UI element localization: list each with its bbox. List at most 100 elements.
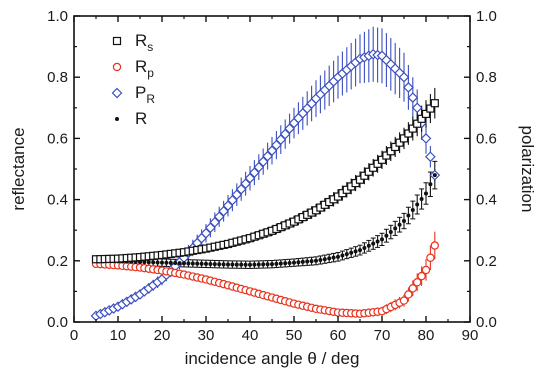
data-point-R: [146, 260, 151, 265]
legend-entry-Rp: Rp: [112, 57, 154, 80]
legend-entry-Rs: Rs: [112, 31, 153, 54]
data-point-R: [230, 262, 235, 267]
y2-tick-label: 0.4: [476, 192, 497, 209]
data-point-R: [265, 262, 270, 267]
data-point-Rp: [404, 290, 413, 299]
data-point-R: [151, 260, 156, 265]
x-tick-label: 70: [374, 327, 391, 344]
data-point-R: [362, 245, 367, 250]
y-tick-label: 0.2: [47, 253, 68, 270]
data-point-R: [239, 262, 244, 267]
legend-main-PR: P: [135, 83, 146, 102]
data-point-PR: [249, 167, 260, 179]
data-point-R: [428, 182, 433, 187]
x-tick-label: 0: [70, 327, 78, 344]
data-point-R: [274, 261, 279, 266]
data-point-PR: [403, 82, 414, 93]
legend-label-PR: PR: [135, 83, 155, 106]
data-point-Rs: [377, 155, 387, 164]
data-point-PR: [227, 194, 238, 206]
data-point-PR: [244, 172, 256, 184]
legend-entry-R: R: [115, 109, 147, 128]
y-axis-right-title: polarization: [518, 126, 535, 213]
plot-frame: [73, 15, 471, 323]
legend-sub-Rp: p: [147, 66, 154, 80]
x-tick-label: 90: [462, 327, 479, 344]
data-marks-layer: [90, 48, 441, 322]
data-point-R: [380, 237, 384, 242]
data-point-R: [226, 262, 230, 267]
data-point-R: [168, 260, 173, 265]
series-Rs: [91, 99, 439, 264]
data-point-R: [432, 173, 437, 178]
x-tick-label: 40: [242, 327, 259, 344]
series-Rp: [91, 241, 439, 318]
data-point-R: [336, 254, 340, 259]
y-axis-left-title: reflectance: [9, 127, 28, 210]
data-point-Rs: [408, 124, 417, 133]
data-point-R: [212, 262, 217, 267]
data-point-R: [160, 260, 164, 265]
data-point-R: [217, 262, 222, 267]
data-point-R: [331, 255, 336, 260]
data-point-R: [221, 262, 226, 267]
data-point-R: [353, 249, 358, 254]
x-tick-label: 30: [198, 327, 215, 344]
data-point-PR: [218, 205, 229, 217]
legend-marker-Rp: [112, 62, 122, 72]
y2-tick-label: 0.0: [476, 314, 497, 331]
data-point-R: [283, 261, 288, 266]
data-point-PR: [271, 139, 282, 151]
y2-tick-label: 0.6: [476, 130, 497, 147]
data-point-Rs: [386, 147, 395, 156]
x-tick-label: 20: [154, 327, 171, 344]
data-point-R: [309, 259, 314, 264]
data-point-R: [292, 260, 296, 265]
data-point-R: [424, 191, 428, 196]
data-point-R: [296, 260, 301, 265]
data-point-Rs: [426, 104, 435, 113]
y-tick-label: 0.4: [47, 192, 68, 209]
legend-marker-Rs: [112, 36, 122, 46]
legend-marker-PR: [111, 87, 123, 99]
x-tick-label: 80: [418, 327, 435, 344]
axis-ticks-layer: 0 10 20 30 40 50 60 70 80 900.00.20.40.60.81.00.0…: [47, 8, 497, 344]
y2-tick-label: 0.8: [476, 69, 497, 86]
data-point-Rp: [430, 241, 439, 250]
data-point-PR: [231, 189, 243, 201]
data-point-R: [234, 262, 239, 267]
data-point-PR: [407, 92, 419, 103]
legend-main-R: R: [135, 109, 147, 128]
data-point-PR: [213, 211, 225, 223]
y-tick-label: 0.0: [47, 314, 68, 331]
data-point-PR: [240, 178, 251, 190]
data-point-R: [419, 196, 424, 201]
data-point-R: [199, 261, 204, 266]
data-point-PR: [425, 151, 436, 163]
legend-main-Rs: R: [135, 31, 147, 50]
legend-label-R: R: [135, 109, 147, 128]
legend-sub-Rs: s: [147, 40, 153, 54]
x-tick-label: 60: [330, 327, 347, 344]
data-point-PR: [253, 161, 265, 173]
error-bars-Rp: [95, 231, 436, 318]
data-point-PR: [200, 227, 212, 239]
data-point-Rp: [399, 296, 409, 305]
data-point-R: [155, 260, 160, 265]
data-point-R: [252, 262, 257, 267]
data-point-R: [261, 262, 266, 267]
legend-marker-R: [115, 117, 119, 121]
y2-tick-label: 0.2: [476, 253, 497, 270]
data-point-Rp: [426, 253, 435, 262]
data-point-R: [388, 230, 393, 235]
data-point-R: [340, 253, 345, 258]
y-tick-label: 0.6: [47, 130, 68, 147]
data-point-R: [406, 213, 411, 218]
y-tick-label: 0.8: [47, 69, 68, 86]
data-point-PR: [257, 156, 269, 168]
data-point-R: [243, 262, 248, 267]
data-point-Rp: [413, 278, 422, 287]
legend-sub-PR: R: [146, 92, 155, 106]
data-point-Rs: [382, 151, 391, 160]
